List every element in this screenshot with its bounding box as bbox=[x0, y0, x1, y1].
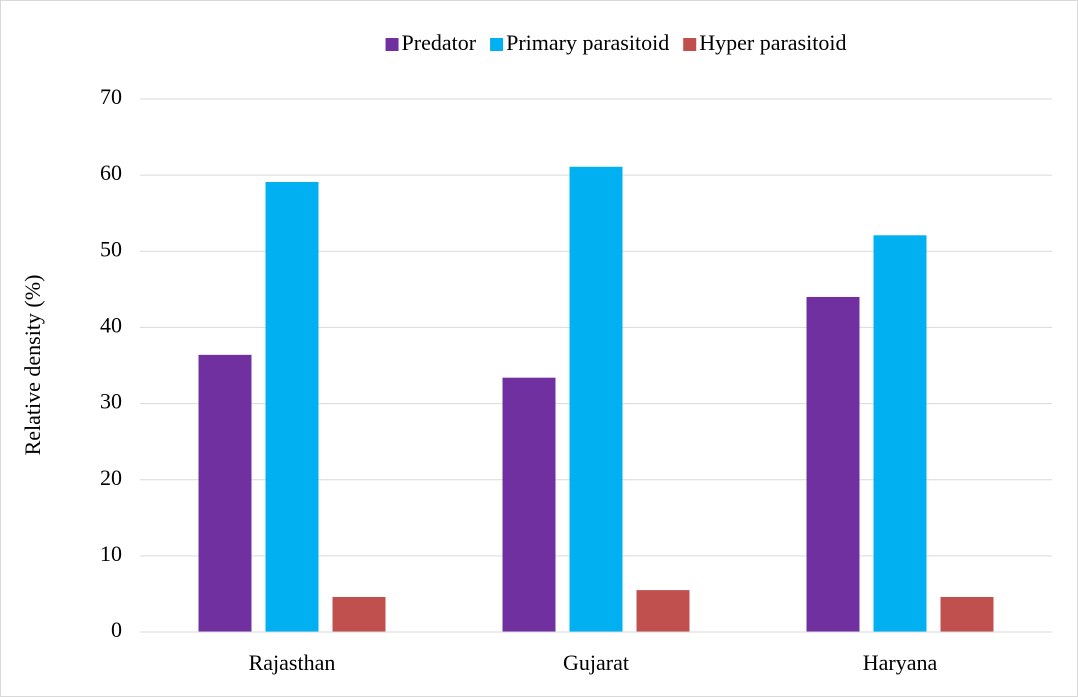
bar bbox=[569, 166, 623, 632]
y-tick-label: 50 bbox=[100, 236, 122, 261]
y-tick-label: 20 bbox=[100, 465, 122, 490]
y-tick-label: 10 bbox=[100, 541, 122, 566]
y-axis-label: Relative density (%) bbox=[20, 275, 45, 456]
x-tick-label: Haryana bbox=[863, 650, 938, 675]
legend-label: Predator bbox=[402, 30, 477, 55]
bar bbox=[502, 377, 556, 632]
y-tick-label: 0 bbox=[111, 617, 122, 642]
legend-label: Hyper parasitoid bbox=[699, 30, 846, 55]
legend-label: Primary parasitoid bbox=[506, 30, 669, 55]
x-tick-label: Rajasthan bbox=[249, 650, 336, 675]
bar bbox=[332, 596, 386, 632]
legend-marker bbox=[385, 38, 399, 51]
bar bbox=[198, 354, 252, 632]
bar bbox=[940, 596, 994, 632]
bar bbox=[806, 296, 860, 632]
y-tick-label: 40 bbox=[100, 312, 122, 337]
y-tick-label: 70 bbox=[100, 84, 122, 109]
y-tick-label: 30 bbox=[100, 389, 122, 414]
x-tick-label: Gujarat bbox=[563, 650, 629, 675]
legend-marker bbox=[683, 38, 697, 51]
legend-marker bbox=[490, 38, 504, 51]
bar bbox=[265, 181, 319, 632]
bar bbox=[636, 590, 690, 632]
bar bbox=[873, 235, 927, 632]
y-tick-label: 60 bbox=[100, 160, 122, 185]
